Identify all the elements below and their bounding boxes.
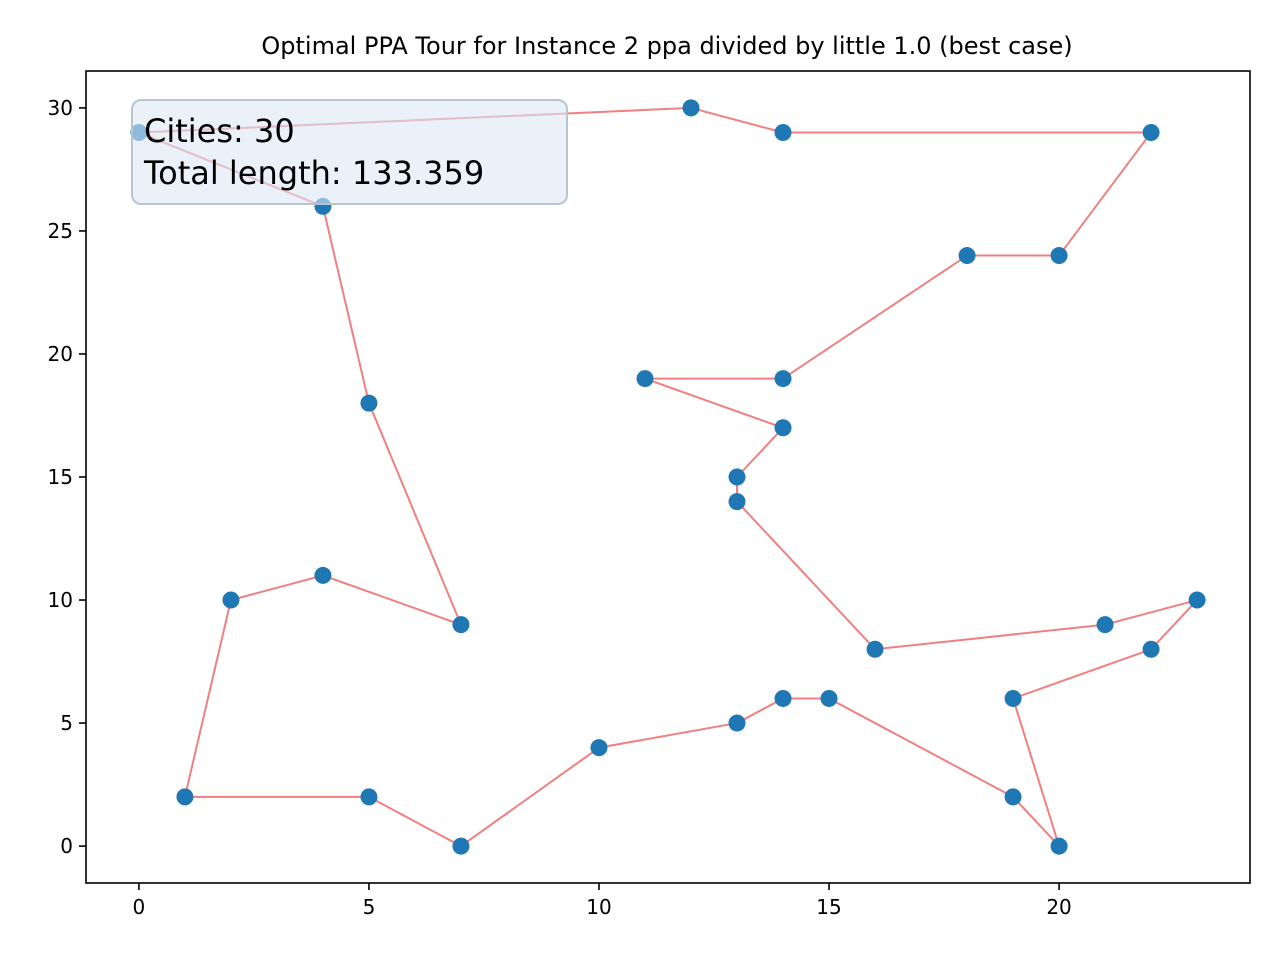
tour-segment	[1058, 131, 1152, 257]
tour-segment	[322, 574, 462, 626]
y-tick-label: 10	[48, 588, 73, 612]
y-tick-label: 5	[60, 711, 73, 735]
city-point	[820, 689, 838, 707]
axes: 0 5 10 15 20 0 5 10 15 20 25 30	[48, 70, 1251, 919]
tour-segment	[183, 599, 232, 798]
tour-segment	[690, 106, 784, 134]
x-tick-label: 15	[816, 895, 841, 919]
tour-segment	[230, 574, 324, 601]
y-tick-label: 0	[60, 834, 73, 858]
tour-segment	[782, 254, 968, 380]
y-tick-label: 25	[48, 219, 73, 243]
tour-segment	[368, 795, 462, 847]
tour-segment	[321, 206, 370, 404]
tour-segment	[598, 722, 738, 749]
city-point	[774, 689, 792, 707]
city-point	[728, 493, 746, 511]
info-box: Cities: 30 Total length: 133.359	[131, 99, 568, 205]
y-tick-label: 30	[48, 96, 73, 120]
city-point	[728, 468, 746, 486]
tour-segment	[736, 427, 784, 478]
city-point	[1142, 640, 1160, 658]
city-point	[958, 247, 976, 265]
tour-segment	[736, 697, 784, 724]
info-box-background	[131, 99, 568, 205]
city-point	[774, 370, 792, 388]
city-point	[774, 124, 792, 142]
tour-segment	[368, 402, 462, 626]
tour-segment	[460, 746, 600, 847]
info-line-cities: Cities: 30	[144, 112, 295, 150]
city-point	[314, 566, 332, 584]
tour-segment	[1012, 796, 1060, 847]
tour-segment	[644, 377, 784, 429]
city-point	[1004, 689, 1022, 707]
city-point	[1050, 247, 1068, 265]
city-point	[1004, 788, 1022, 806]
city-point	[222, 591, 240, 609]
x-tick-label: 0	[133, 895, 146, 919]
info-line-length: Total length: 133.359	[143, 154, 484, 192]
city-point	[360, 788, 378, 806]
city-point	[176, 788, 194, 806]
tour-segment	[736, 500, 876, 650]
city-point	[682, 99, 700, 117]
city-point	[452, 616, 470, 634]
city-point	[774, 419, 792, 437]
x-tick-label: 10	[586, 895, 611, 919]
x-tick-label: 20	[1046, 895, 1071, 919]
city-point	[728, 714, 746, 732]
tour-lines	[138, 106, 1198, 847]
chart-title: Optimal PPA Tour for Instance 2 ppa divi…	[261, 32, 1072, 60]
city-point	[1050, 837, 1068, 855]
city-point	[1142, 124, 1160, 142]
city-point	[1188, 591, 1206, 609]
y-tick-label: 15	[48, 465, 73, 489]
city-point	[866, 640, 884, 658]
y-tick-label: 20	[48, 342, 73, 366]
x-tick-label: 5	[363, 895, 376, 919]
city-point	[636, 370, 654, 388]
city-point	[1096, 616, 1114, 634]
tour-segment	[1012, 648, 1152, 700]
city-point	[452, 837, 470, 855]
city-points	[130, 99, 1206, 855]
tour-segment	[1104, 599, 1198, 626]
city-point	[360, 394, 378, 412]
tour-segment	[1012, 698, 1061, 847]
tour-segment	[828, 697, 1014, 798]
tour-segment	[874, 623, 1106, 651]
tour-segment	[1150, 599, 1198, 650]
city-point	[590, 739, 608, 757]
